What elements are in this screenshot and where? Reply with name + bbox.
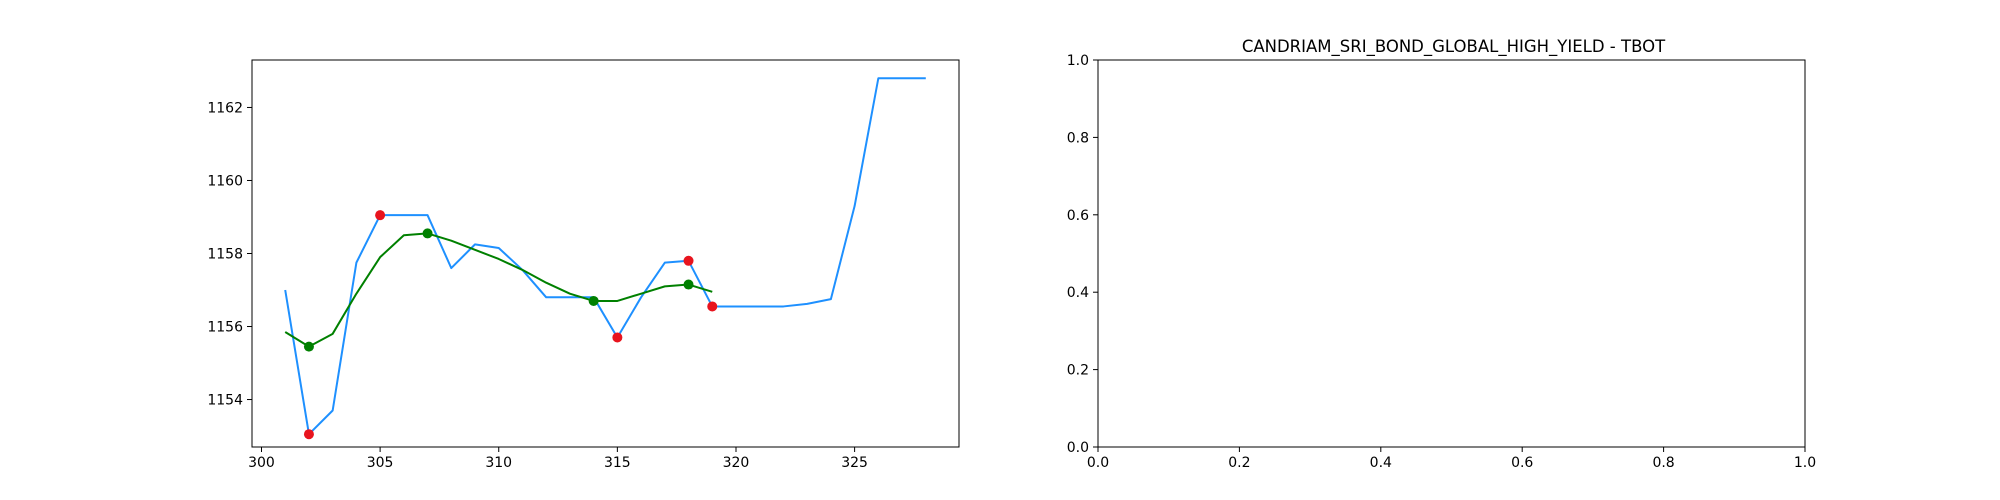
right-chart-y-tick-label: 0.2 [1067, 363, 1089, 379]
right-chart-y-tick-label: 0.4 [1067, 285, 1089, 301]
left-chart-x-tick-label: 300 [248, 455, 275, 471]
right-chart-y-tick-label: 1.0 [1067, 53, 1089, 69]
left-chart-x-tick-label: 325 [841, 455, 868, 471]
red-marker-point [303, 429, 314, 440]
left-chart-y-ticks: 1154 1156 1158 1160 1162 [207, 100, 252, 409]
right-chart-x-tick-label: 0.8 [1652, 455, 1674, 471]
right-chart-y-tick-label: 0.6 [1067, 208, 1089, 224]
green-marker-point [683, 279, 694, 290]
left-chart-x-ticks: 300 305 310 315 320 325 [248, 447, 868, 471]
right-chart: CANDRIAM_SRI_BOND_GLOBAL_HIGH_YIELD - TB… [1067, 37, 1816, 471]
left-chart-x-tick-label: 305 [367, 455, 394, 471]
left-chart-x-tick-label: 310 [485, 455, 512, 471]
right-chart-x-tick-label: 0.2 [1228, 455, 1250, 471]
left-chart-marks [284, 77, 926, 440]
right-chart-x-tick-label: 0.6 [1511, 455, 1533, 471]
right-chart-y-ticks: 0.0 0.2 0.4 0.6 0.8 1.0 [1067, 53, 1098, 456]
green-marker-point [422, 228, 433, 239]
left-chart-y-tick-label: 1156 [207, 320, 243, 336]
right-chart-frame [1097, 59, 1806, 448]
green-marker-point [588, 295, 599, 306]
green-marker-point [303, 341, 314, 352]
left-chart-x-tick-label: 320 [723, 455, 750, 471]
right-chart-title: CANDRIAM_SRI_BOND_GLOBAL_HIGH_YIELD - TB… [1242, 37, 1666, 57]
left-chart-y-tick-label: 1158 [207, 247, 243, 263]
right-chart-x-ticks: 0.0 0.2 0.4 0.6 0.8 1.0 [1087, 447, 1816, 471]
right-chart-y-tick-label: 0.8 [1067, 130, 1089, 146]
red-marker-point [612, 332, 623, 343]
red-marker-point [707, 301, 718, 312]
right-chart-x-tick-label: 0.0 [1087, 455, 1109, 471]
right-chart-x-tick-label: 0.4 [1370, 455, 1392, 471]
left-chart: 300 305 310 315 320 325 1154 1156 1158 1160 1162 [207, 59, 960, 471]
smoothed-line [284, 232, 713, 348]
red-marker-point [375, 210, 386, 221]
right-chart-y-tick-label: 0.0 [1067, 440, 1089, 456]
left-chart-x-tick-label: 315 [604, 455, 631, 471]
left-chart-y-tick-label: 1160 [207, 173, 243, 189]
left-chart-y-tick-label: 1162 [207, 100, 243, 116]
right-chart-x-tick-label: 1.0 [1794, 455, 1816, 471]
red-marker-point [683, 255, 694, 266]
price-line [284, 77, 926, 436]
left-chart-y-tick-label: 1154 [207, 393, 243, 409]
